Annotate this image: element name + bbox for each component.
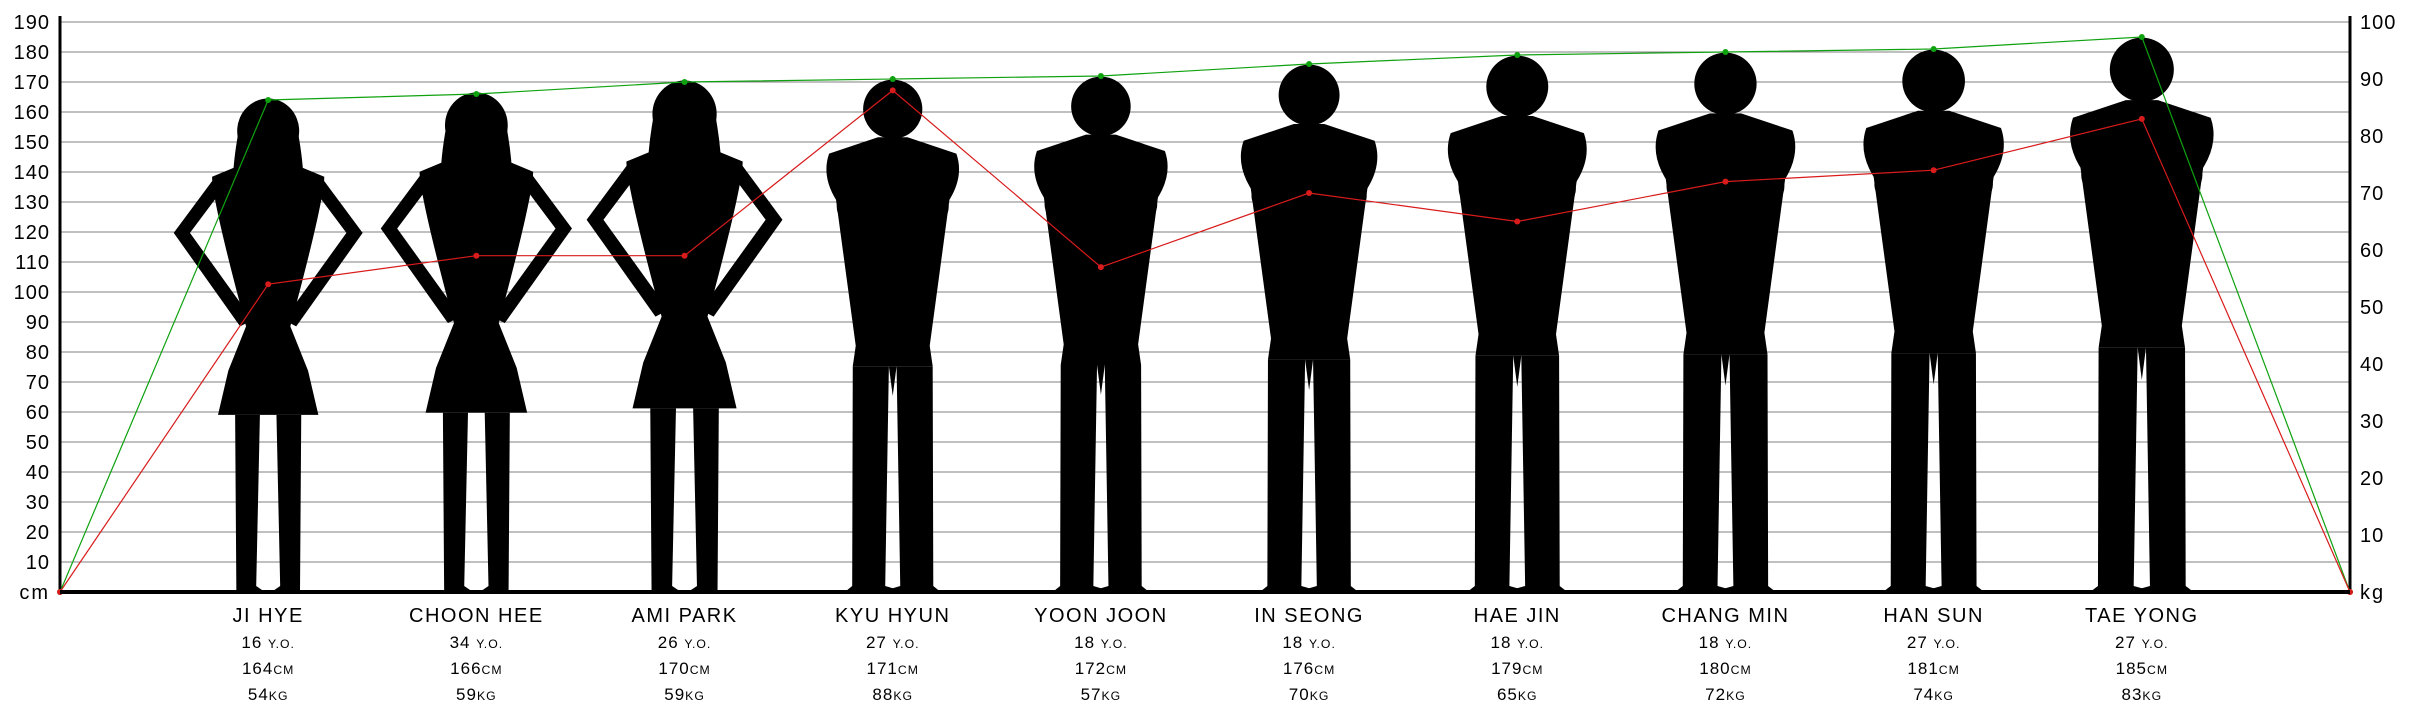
person-name: Tae Yong (2085, 605, 2199, 627)
right-axis-tick: 20 (2360, 468, 2384, 490)
person-name: Choon Hee (409, 605, 544, 627)
chart-svg: 10 20 30 40 50 60 70 80 90 100 110 120 130 140 150 160 1… (0, 0, 2410, 720)
right-axis-tick: 50 (2360, 297, 2384, 319)
person-name: Kyu Hyun (835, 605, 950, 627)
right-axis-tick: 100 (2360, 12, 2396, 34)
left-axis-tick: 190 (14, 12, 50, 34)
person-name: Chang Min (1661, 605, 1789, 627)
left-axis-tick: 10 (26, 552, 50, 574)
person-name: Han Sun (1883, 605, 1984, 627)
person-name: In Seong (1254, 605, 1364, 627)
right-axis-tick: 30 (2360, 411, 2384, 433)
right-axis-tick: 80 (2360, 126, 2384, 148)
left-axis-tick: 140 (14, 162, 50, 184)
right-axis-tick: 40 (2360, 354, 2384, 376)
left-axis-tick: 100 (14, 282, 50, 304)
left-axis-tick: 30 (26, 492, 50, 514)
person-name: Ji Hye (233, 605, 304, 627)
person-name: Ami Park (631, 605, 737, 627)
left-axis-tick: 150 (14, 132, 50, 154)
left-axis-tick: 120 (14, 222, 50, 244)
left-axis-tick: 80 (26, 342, 50, 364)
right-axis-tick: 70 (2360, 183, 2384, 205)
left-axis-tick: 170 (14, 72, 50, 94)
left-axis-tick: 160 (14, 102, 50, 124)
right-axis-tick: 10 (2360, 525, 2384, 547)
person-name: Hae Jin (1474, 605, 1561, 627)
left-axis-tick: 90 (26, 312, 50, 334)
right-axis-unit-label: kg (2360, 582, 2385, 604)
right-axis-tick: 90 (2360, 69, 2384, 91)
person-name: Yoon Joon (1034, 605, 1168, 627)
left-axis-tick: 40 (26, 462, 50, 484)
left-axis-tick: 130 (14, 192, 50, 214)
left-axis-tick: 110 (15, 252, 50, 274)
left-axis-tick: 20 (26, 522, 50, 544)
left-axis-tick: 60 (26, 402, 50, 424)
left-axis-unit-label: cm (19, 582, 50, 604)
right-axis-tick: 60 (2360, 240, 2384, 262)
left-axis-tick: 180 (14, 42, 50, 64)
height-weight-chart: 10 20 30 40 50 60 70 80 90 100 110 120 130 140 150 160 1… (0, 0, 2410, 720)
left-axis-tick: 70 (26, 372, 50, 394)
left-axis-tick: 50 (26, 432, 50, 454)
